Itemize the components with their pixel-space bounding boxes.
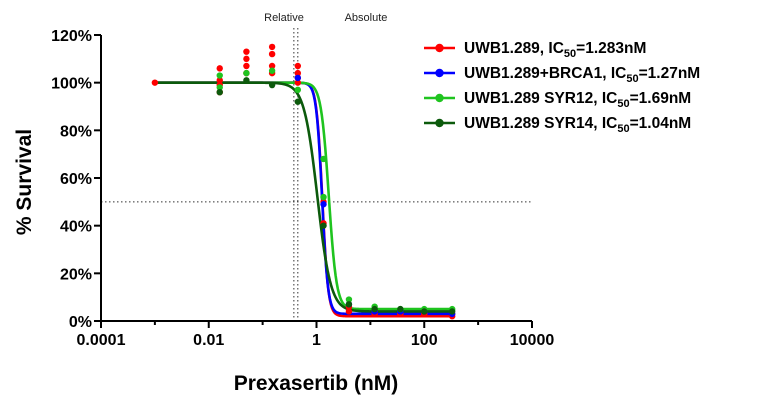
legend-label: UWB1.289, IC50=1.283nM (464, 40, 646, 60)
legend-label-value: =1.04nM (630, 115, 692, 132)
y-tick-label: 80% (60, 123, 92, 140)
legend-label: UWB1.289 SYR12, IC50=1.69nM (464, 90, 691, 110)
data-point-series-3 (345, 296, 353, 303)
fit-curve-1 (154, 81, 453, 318)
data-point-series-3 (320, 155, 327, 163)
data-point-series-3 (216, 84, 223, 91)
x-axis-title: Prexasertib (nM) (234, 372, 399, 395)
y-tick-label: 20% (60, 266, 92, 283)
data-point-series-1 (345, 308, 353, 315)
data-point-series-2 (320, 201, 327, 208)
y-tick-label: 40% (60, 219, 92, 236)
data-point-series-1 (294, 69, 302, 77)
legend-label: UWB1.289 SYR14, IC50=1.04nM (464, 115, 691, 135)
fit-curves (154, 81, 453, 318)
data-point-series-1 (294, 62, 302, 70)
data-point-series-1 (243, 62, 250, 70)
x-tick-label: 100 (411, 332, 438, 349)
fit-curve-4 (154, 81, 453, 313)
data-point-series-1 (268, 43, 276, 51)
data-point-series-4 (448, 308, 456, 315)
legend-marker (435, 93, 444, 103)
data-point-series-1 (268, 50, 276, 58)
y-tick-label: 100% (51, 76, 92, 93)
legend-label-text: UWB1.289 SYR12, IC (464, 90, 617, 107)
axes: 0% 20% 40% 60% 80% 100% 120% 0.0001 0.01 1 100 1000… (51, 28, 554, 349)
x-tick-label: 0.0001 (77, 332, 126, 349)
x-tick-label: 0.01 (193, 332, 224, 349)
legend-entry-4: UWB1.289 SYR14, IC50=1.04nM (424, 115, 691, 135)
data-point-series-1 (151, 79, 159, 86)
legend-label-value: =1.69nM (630, 90, 692, 107)
data-point-series-3 (243, 69, 250, 77)
legend-label-text: UWB1.289+BRCA1, IC (464, 65, 626, 82)
y-tick-label: 60% (60, 171, 92, 188)
legend-entry-1: UWB1.289, IC50=1.283nM (424, 40, 646, 60)
legend-label-text: UWB1.289, IC (464, 40, 564, 57)
y-tick-label: 0% (69, 314, 92, 331)
data-point-series-3 (216, 72, 223, 79)
data-point-series-1 (243, 55, 250, 63)
y-tick-label: 120% (51, 28, 92, 45)
data-point-series-1 (216, 77, 223, 84)
legend-label-subscript: 50 (617, 98, 629, 110)
data-point-series-4 (320, 222, 327, 229)
fit-curve-3 (154, 81, 453, 311)
legend-label: UWB1.289+BRCA1, IC50=1.27nM (464, 65, 700, 85)
data-point-series-3 (294, 86, 302, 94)
legend-marker (435, 118, 444, 128)
x-tick-label: 1 (312, 332, 321, 349)
data-point-series-4 (397, 305, 404, 313)
x-tick-label: 10000 (510, 332, 555, 349)
absolute-label: Absolute (345, 12, 388, 24)
data-point-series-1 (216, 65, 223, 72)
legend-marker (435, 43, 444, 53)
data-point-series-4 (345, 301, 353, 308)
legend-label-subscript: 50 (564, 48, 576, 60)
legend-label-subscript: 50 (626, 73, 638, 85)
legend-label-subscript: 50 (617, 123, 629, 135)
legend-label-text: UWB1.289 SYR14, IC (464, 115, 617, 132)
data-point-series-4 (243, 77, 250, 84)
data-point-series-3 (268, 67, 276, 74)
data-point-series-1 (268, 62, 276, 70)
data-point-series-4 (294, 98, 302, 105)
legend-entry-3: UWB1.289 SYR12, IC50=1.69nM (424, 90, 691, 110)
data-points (151, 43, 456, 320)
fit-curve-2 (154, 81, 453, 316)
legend-marker (435, 68, 444, 78)
relative-label: Relative (264, 12, 304, 24)
legend-entry-2: UWB1.289+BRCA1, IC50=1.27nM (424, 65, 700, 85)
data-point-series-1 (243, 48, 250, 55)
data-point-series-3 (320, 193, 327, 201)
data-point-series-4 (216, 89, 223, 96)
legend-label-value: =1.283nM (576, 40, 646, 57)
data-point-series-1 (294, 79, 302, 86)
y-axis-title: % Survival (13, 129, 36, 235)
data-point-series-2 (294, 74, 302, 82)
legend-label-value: =1.27nM (639, 65, 701, 82)
data-point-series-4 (371, 305, 378, 313)
data-point-series-4 (268, 81, 276, 89)
data-point-series-4 (421, 308, 428, 315)
